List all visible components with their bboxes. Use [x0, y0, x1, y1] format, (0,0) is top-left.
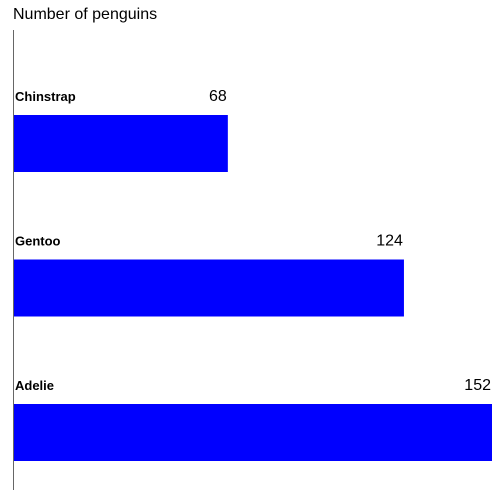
value-label: 68	[209, 88, 227, 105]
category-label: Adelie	[15, 378, 54, 393]
chart-title: Number of penguins	[13, 6, 157, 23]
category-label: Chinstrap	[15, 89, 76, 104]
value-label: 152	[464, 377, 491, 394]
bar-adelie	[14, 404, 492, 461]
bar-gentoo	[14, 259, 404, 317]
bar-chinstrap	[14, 115, 228, 172]
value-label: 124	[376, 233, 403, 250]
bars-group: Chinstrap 68 Gentoo 124 Adelie 152	[14, 88, 492, 461]
category-label: Gentoo	[15, 234, 61, 249]
